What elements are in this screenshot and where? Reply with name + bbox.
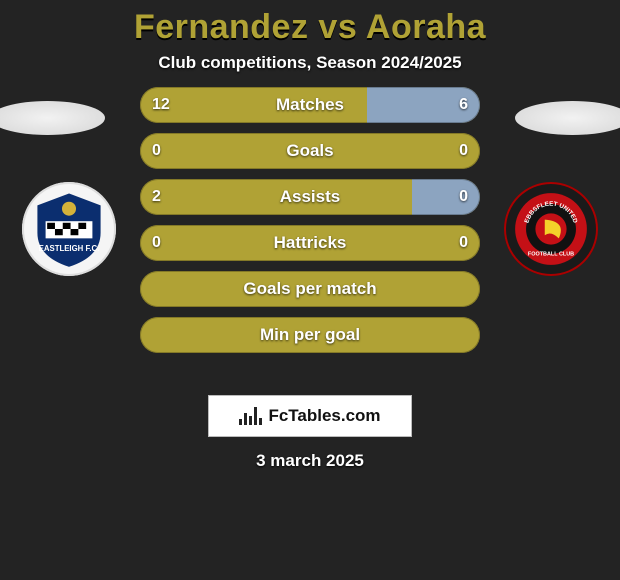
stat-row: Hattricks00 [140,225,480,261]
page-title: Fernandez vs Aoraha [0,8,620,47]
date-label: 3 march 2025 [0,451,620,471]
watermark: FcTables.com [208,395,412,437]
comparison-infographic: Fernandez vs Aoraha Club competitions, S… [0,0,620,471]
subtitle: Club competitions, Season 2024/2025 [0,53,620,73]
watermark-text: FcTables.com [268,406,380,426]
bar-fill-left [140,317,480,353]
chart-stage: EASTLEIGH F.C. EBBSFLEET UNITED FOOTBALL… [0,87,620,387]
svg-text:FOOTBALL CLUB: FOOTBALL CLUB [528,252,574,258]
stat-row: Matches126 [140,87,480,123]
ebbsfleet-crest-icon: EBBSFLEET UNITED FOOTBALL CLUB [512,190,590,268]
bar-fill-left [140,225,480,261]
stat-row: Goals00 [140,133,480,169]
bar-fill-left [140,133,480,169]
stat-row: Assists20 [140,179,480,215]
stat-row: Goals per match [140,271,480,307]
stat-rows: Matches126 Goals00 Assists20 Hattricks00 Goa… [140,87,480,353]
svg-text:EASTLEIGH F.C.: EASTLEIGH F.C. [39,244,100,253]
bar-fill-left [140,179,412,215]
eastleigh-crest-icon: EASTLEIGH F.C. [30,190,108,268]
stat-row: Min per goal [140,317,480,353]
bar-fill-right [367,87,480,123]
fctables-logo-icon [239,407,262,425]
pedestal-left [0,101,105,135]
bar-fill-left [140,87,367,123]
pedestal-right [515,101,620,135]
club-crest-right: EBBSFLEET UNITED FOOTBALL CLUB [504,182,598,276]
bar-fill-right [412,179,480,215]
club-crest-left: EASTLEIGH F.C. [22,182,116,276]
bar-fill-left [140,271,480,307]
